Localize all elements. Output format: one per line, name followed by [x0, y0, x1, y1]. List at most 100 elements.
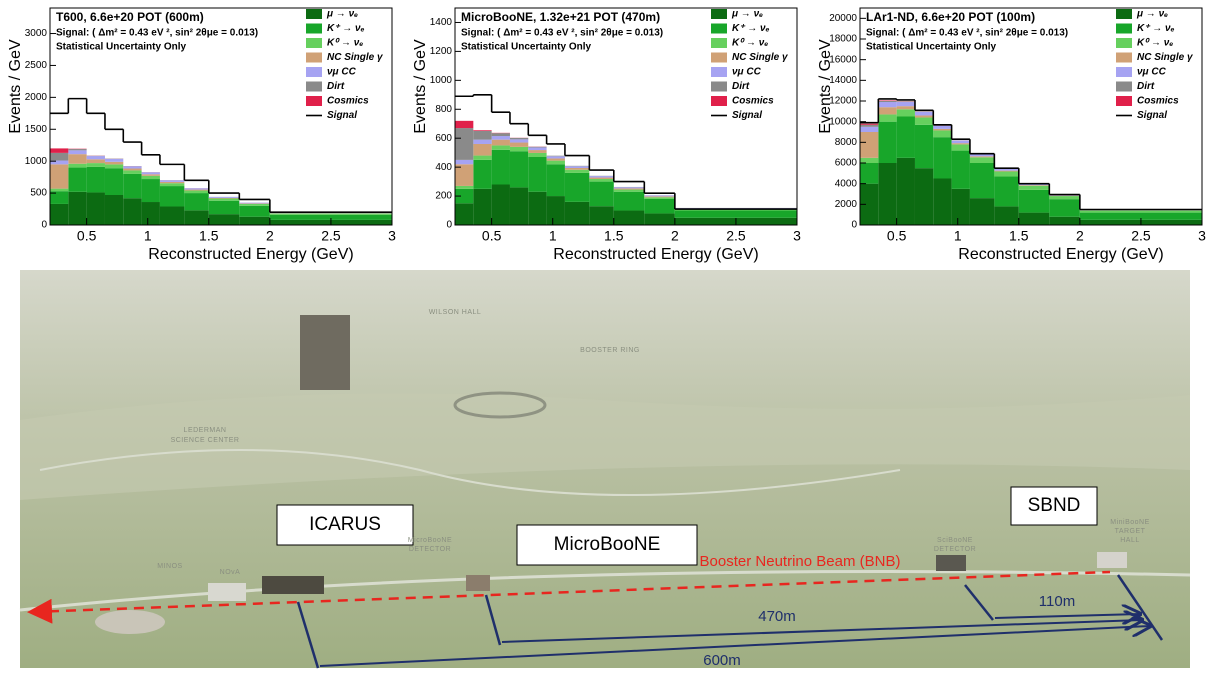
legend-swatch — [1116, 23, 1132, 34]
legend-swatch — [711, 67, 727, 77]
legend-label: K⁺ → νₑ — [732, 23, 770, 34]
bar-segment — [86, 166, 105, 193]
bar-segment — [860, 157, 879, 163]
bar-segment — [564, 169, 590, 173]
bar-segment — [528, 146, 547, 148]
legend-label: Cosmics — [327, 96, 369, 107]
microboone-drop — [484, 594, 502, 646]
legend-swatch — [1116, 67, 1132, 77]
bar-segment — [141, 179, 160, 203]
bar-segment — [68, 149, 87, 151]
place-label: DETECTOR — [409, 546, 451, 553]
bar-segment — [914, 168, 934, 225]
legend-label: Cosmics — [732, 96, 774, 107]
bar-segment — [159, 183, 185, 187]
legend-label: νμ CC — [1137, 67, 1167, 78]
bar-segment — [455, 203, 474, 225]
chart: 0 200 400 600 800 1000 1200 1400 0.5 1 1.5 2 2.5 3 Rec… — [412, 7, 801, 263]
distance-label: 470m — [758, 608, 796, 625]
bar-segment — [184, 189, 209, 191]
y-tick-label: 1400 — [430, 17, 453, 28]
bar-segment — [933, 178, 952, 225]
x-tick-label: 1.5 — [1009, 228, 1029, 244]
legend-label: Dirt — [327, 81, 345, 92]
bar-segment — [104, 168, 124, 196]
bar-segment — [491, 133, 510, 137]
place-label: BOOSTER RING — [580, 347, 640, 354]
y-tick-label: 8000 — [835, 137, 858, 148]
plot-frame — [454, 7, 798, 226]
bar-segment — [564, 201, 590, 225]
y-axis-label: Events / GeV — [817, 39, 834, 134]
legend-swatch — [711, 23, 727, 34]
x-axis-label: Reconstructed Energy (GeV) — [148, 246, 353, 263]
bar-segment — [951, 140, 970, 144]
chart-note: Statistical Uncertainty Only — [866, 42, 996, 53]
bar-segment — [208, 214, 240, 225]
x-axis-label: Reconstructed Energy (GeV) — [958, 246, 1163, 263]
bar-segment — [184, 188, 209, 190]
bar-segment — [613, 188, 645, 190]
legend-swatch — [306, 67, 322, 77]
field — [20, 393, 1190, 500]
bar-segment — [896, 109, 915, 117]
bar-segment — [951, 188, 970, 225]
label-box — [516, 524, 698, 566]
bar-segment — [969, 154, 995, 157]
legend-swatch — [306, 23, 322, 34]
bar-segment — [239, 216, 270, 225]
legend-label: K⁰ → νₑ — [327, 38, 363, 49]
bar-segment — [1018, 189, 1050, 213]
legend-label: K⁰ → νₑ — [1137, 38, 1173, 49]
bar-segment — [969, 163, 995, 199]
bar-segment — [546, 156, 565, 159]
wilson-hall — [300, 315, 350, 390]
legend-swatch — [711, 52, 727, 63]
bar-segment — [184, 190, 209, 194]
place-label: DETECTOR — [934, 546, 976, 553]
bar-segment — [1079, 212, 1202, 220]
site-label: SBND — [1028, 495, 1081, 516]
bar-segment — [644, 195, 675, 197]
y-tick-label: 6000 — [835, 158, 858, 169]
distance-label: 600m — [703, 652, 741, 669]
bar-segment — [860, 132, 879, 158]
site-label: ICARUS — [309, 514, 381, 535]
bar-segment — [184, 193, 209, 211]
bar-segment — [994, 168, 1019, 171]
bar-segment — [860, 126, 879, 132]
bar-segment — [613, 210, 645, 225]
place-label: MicroBooNE — [408, 537, 452, 544]
y-tick-label: 16000 — [829, 54, 857, 65]
bar-segment — [914, 111, 934, 116]
bar-segment — [878, 163, 897, 225]
y-tick-label: 400 — [435, 162, 452, 173]
x-axis-label: Reconstructed Energy (GeV) — [553, 246, 758, 263]
x-tick-label: 0.5 — [482, 228, 502, 244]
legend-swatch — [1116, 96, 1132, 106]
road — [39, 449, 901, 496]
bar-segment — [644, 213, 675, 225]
label-box — [276, 504, 414, 546]
bar-segment — [1049, 216, 1080, 225]
bar-segment — [878, 114, 897, 122]
x-tick-label: 2 — [1076, 228, 1084, 244]
legend-label: NC Single γ — [732, 52, 789, 63]
y-tick-label: 0 — [41, 220, 47, 231]
bar-segment — [473, 188, 492, 225]
bar-segment — [1018, 212, 1050, 225]
bar-segment — [546, 160, 565, 165]
target-hall — [1097, 552, 1127, 568]
bar-segment — [86, 156, 105, 160]
bar-segment — [878, 102, 897, 108]
bar-segment — [878, 101, 897, 103]
bar-segment — [50, 152, 69, 161]
bar-segment — [50, 148, 69, 153]
y-tick-label: 14000 — [829, 75, 857, 86]
icarus-drop — [296, 601, 320, 669]
bar-segment — [644, 198, 675, 214]
bar-segment — [644, 197, 675, 199]
bar-segment — [528, 152, 547, 158]
bar-segment — [951, 144, 970, 151]
